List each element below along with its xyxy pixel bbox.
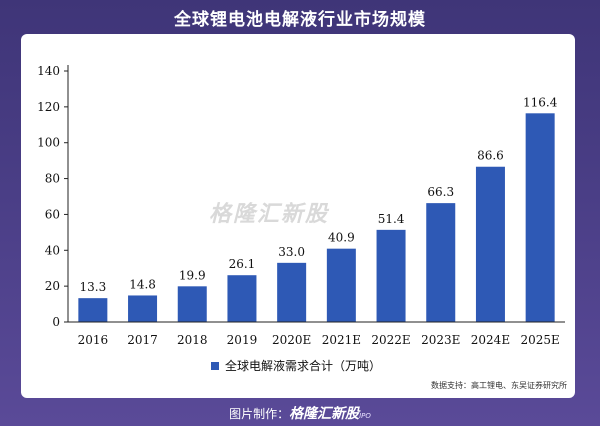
legend: 全球电解液需求合计（万吨） xyxy=(211,358,381,373)
footer-prefix: 图片制作： xyxy=(229,407,290,421)
bar-chart: 格隆汇新股 0 20 40 60 80 100 120 140 13.3 14.8 19.9 26.… xyxy=(37,64,567,390)
chart-card: 格隆汇新股 0 20 40 60 80 100 120 140 13.3 14.8 19.9 26.… xyxy=(21,34,575,398)
y-tick-label: 40 xyxy=(45,243,60,257)
x-axis: 2016 2017 2018 2019 2020E 2021E 2022E 2023E 2024… xyxy=(68,321,565,347)
data-label: 33.0 xyxy=(278,245,305,259)
x-tick-label: 2018 xyxy=(177,333,208,347)
watermark: 格隆汇新股 xyxy=(209,201,330,227)
value-labels: 13.3 14.8 19.9 26.1 33.0 40.9 51.4 66.3 86.6 116.… xyxy=(79,95,557,294)
y-tick-label: 80 xyxy=(45,172,60,186)
data-label: 13.3 xyxy=(79,280,106,294)
bar xyxy=(525,113,555,322)
y-tick-label: 100 xyxy=(37,136,60,150)
x-tick-label: 2023E xyxy=(421,333,460,347)
data-label: 26.1 xyxy=(229,257,256,271)
bars xyxy=(78,113,555,322)
source-note: 数据支持：高工锂电、东吴证券研究所 xyxy=(431,380,567,390)
footer-brand: 格隆汇新股 xyxy=(289,406,360,422)
bar xyxy=(227,275,257,322)
bar xyxy=(475,166,505,322)
legend-label: 全球电解液需求合计（万吨） xyxy=(225,358,381,373)
footer-ipo: IPO xyxy=(359,412,371,420)
data-label: 116.4 xyxy=(523,95,558,109)
bar xyxy=(277,262,307,322)
x-tick-label: 2019 xyxy=(227,333,258,347)
data-label: 51.4 xyxy=(378,212,405,226)
bar xyxy=(128,295,158,322)
data-label: 66.3 xyxy=(427,185,454,199)
x-tick-label: 2020E xyxy=(272,333,311,347)
legend-swatch xyxy=(211,362,219,370)
data-label: 86.6 xyxy=(477,149,504,163)
y-tick-label: 0 xyxy=(52,315,60,329)
watermark-text: 格隆汇新股 xyxy=(209,201,330,227)
x-tick-label: 2016 xyxy=(78,333,109,347)
x-tick-label: 2017 xyxy=(127,333,158,347)
y-tick-label: 60 xyxy=(45,207,60,221)
bar xyxy=(326,248,356,322)
page-title: 全球锂电池电解液行业市场规模 xyxy=(174,10,426,30)
footer: 图片制作：格隆汇新股IPO xyxy=(0,403,600,423)
y-tick-label: 120 xyxy=(37,100,60,114)
y-axis: 0 20 40 60 80 100 120 140 xyxy=(37,64,69,329)
x-tick-label: 2025E xyxy=(520,333,559,347)
bar xyxy=(177,286,207,322)
y-tick-label: 140 xyxy=(37,64,60,78)
bar xyxy=(426,203,456,322)
data-label: 19.9 xyxy=(179,268,206,282)
x-tick-label: 2024E xyxy=(471,333,510,347)
bar xyxy=(78,298,108,322)
data-label: 14.8 xyxy=(129,277,156,291)
y-tick-label: 20 xyxy=(45,279,60,293)
data-label: 40.9 xyxy=(328,231,355,245)
x-tick-label: 2022E xyxy=(371,333,410,347)
bar xyxy=(376,229,406,322)
x-tick-label: 2021E xyxy=(322,333,361,347)
